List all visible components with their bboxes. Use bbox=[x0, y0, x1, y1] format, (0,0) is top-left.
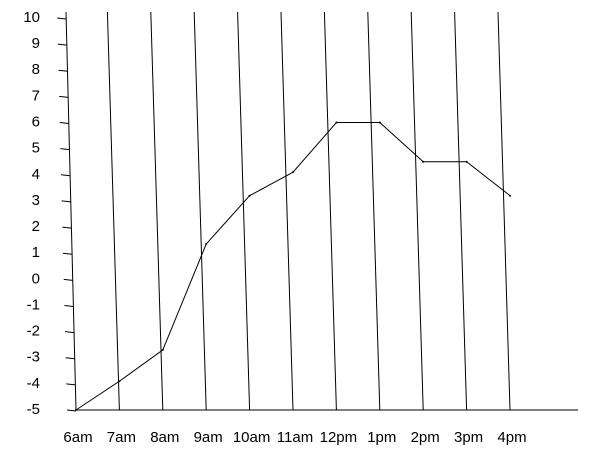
category-grid-line bbox=[454, 11, 468, 411]
y-tick-label: 10 bbox=[23, 9, 40, 26]
y-tick-label: 0 bbox=[32, 270, 40, 287]
x-tick-label: 4pm bbox=[497, 429, 526, 446]
x-tick-label: 6am bbox=[63, 429, 92, 446]
y-axis bbox=[65, 11, 77, 411]
data-point bbox=[378, 121, 381, 124]
y-tick-mark bbox=[60, 148, 70, 151]
data-point bbox=[509, 194, 511, 197]
data-point bbox=[118, 380, 121, 383]
x-tick-label: 7am bbox=[107, 429, 136, 446]
category-grid-line bbox=[497, 11, 511, 411]
y-tick-mark bbox=[63, 252, 73, 255]
y-tick-label: -5 bbox=[27, 401, 40, 418]
category-grid-line bbox=[280, 11, 294, 411]
y-tick-mark bbox=[61, 200, 71, 203]
y-tick-mark bbox=[63, 278, 73, 281]
category-grid-line bbox=[150, 11, 164, 411]
x-tick-label: 10am bbox=[233, 429, 271, 446]
y-tick-label: -4 bbox=[27, 375, 40, 392]
y-tick-label: 4 bbox=[32, 166, 40, 183]
y-tick-label: 3 bbox=[32, 192, 40, 209]
data-point bbox=[161, 348, 164, 351]
y-tick-mark bbox=[64, 331, 75, 334]
data-point bbox=[422, 160, 425, 163]
x-tick-label: 3pm bbox=[454, 429, 483, 446]
x-tick-label: 1pm bbox=[367, 429, 396, 446]
y-tick-mark bbox=[64, 304, 74, 307]
category-grid-line bbox=[367, 11, 381, 411]
y-tick-mark bbox=[58, 69, 68, 72]
y-tick-mark bbox=[61, 174, 71, 177]
x-tick-label: 2pm bbox=[411, 429, 440, 446]
y-tick-mark bbox=[57, 43, 67, 46]
x-tick-label: 8am bbox=[150, 429, 179, 446]
category-grid-line bbox=[410, 11, 424, 411]
y-tick-label: 8 bbox=[32, 61, 40, 78]
y-tick-mark bbox=[57, 17, 67, 20]
data-line bbox=[75, 122, 511, 411]
x-tick-label: 12pm bbox=[320, 429, 358, 446]
y-tick-label: 1 bbox=[32, 244, 40, 261]
category-grid-line bbox=[106, 11, 120, 411]
data-point bbox=[292, 171, 294, 174]
category-grid-line bbox=[323, 11, 337, 411]
x-tick-label: 9am bbox=[194, 429, 223, 446]
x-tick-label: 11am bbox=[277, 429, 313, 446]
y-tick-label: 6 bbox=[32, 114, 40, 131]
y-tick-mark bbox=[59, 122, 69, 125]
y-tick-label: 5 bbox=[32, 140, 40, 157]
data-point bbox=[465, 160, 468, 163]
y-tick-label: -2 bbox=[27, 323, 40, 340]
y-tick-label: 7 bbox=[32, 87, 40, 104]
data-point bbox=[248, 194, 251, 197]
data-point bbox=[205, 243, 208, 246]
category-grid-line bbox=[193, 11, 207, 411]
y-tick-mark bbox=[65, 357, 75, 360]
y-tick-mark bbox=[62, 226, 72, 229]
category-grid-line bbox=[237, 11, 251, 411]
y-tick-mark bbox=[66, 409, 77, 412]
y-tick-label: 2 bbox=[32, 218, 40, 235]
data-point bbox=[335, 121, 338, 124]
y-tick-mark bbox=[66, 383, 76, 386]
y-tick-mark bbox=[59, 95, 69, 98]
y-tick-label: -1 bbox=[27, 296, 40, 313]
data-point bbox=[75, 409, 77, 411]
y-tick-label: -3 bbox=[27, 349, 40, 366]
y-tick-label: 9 bbox=[32, 35, 40, 52]
